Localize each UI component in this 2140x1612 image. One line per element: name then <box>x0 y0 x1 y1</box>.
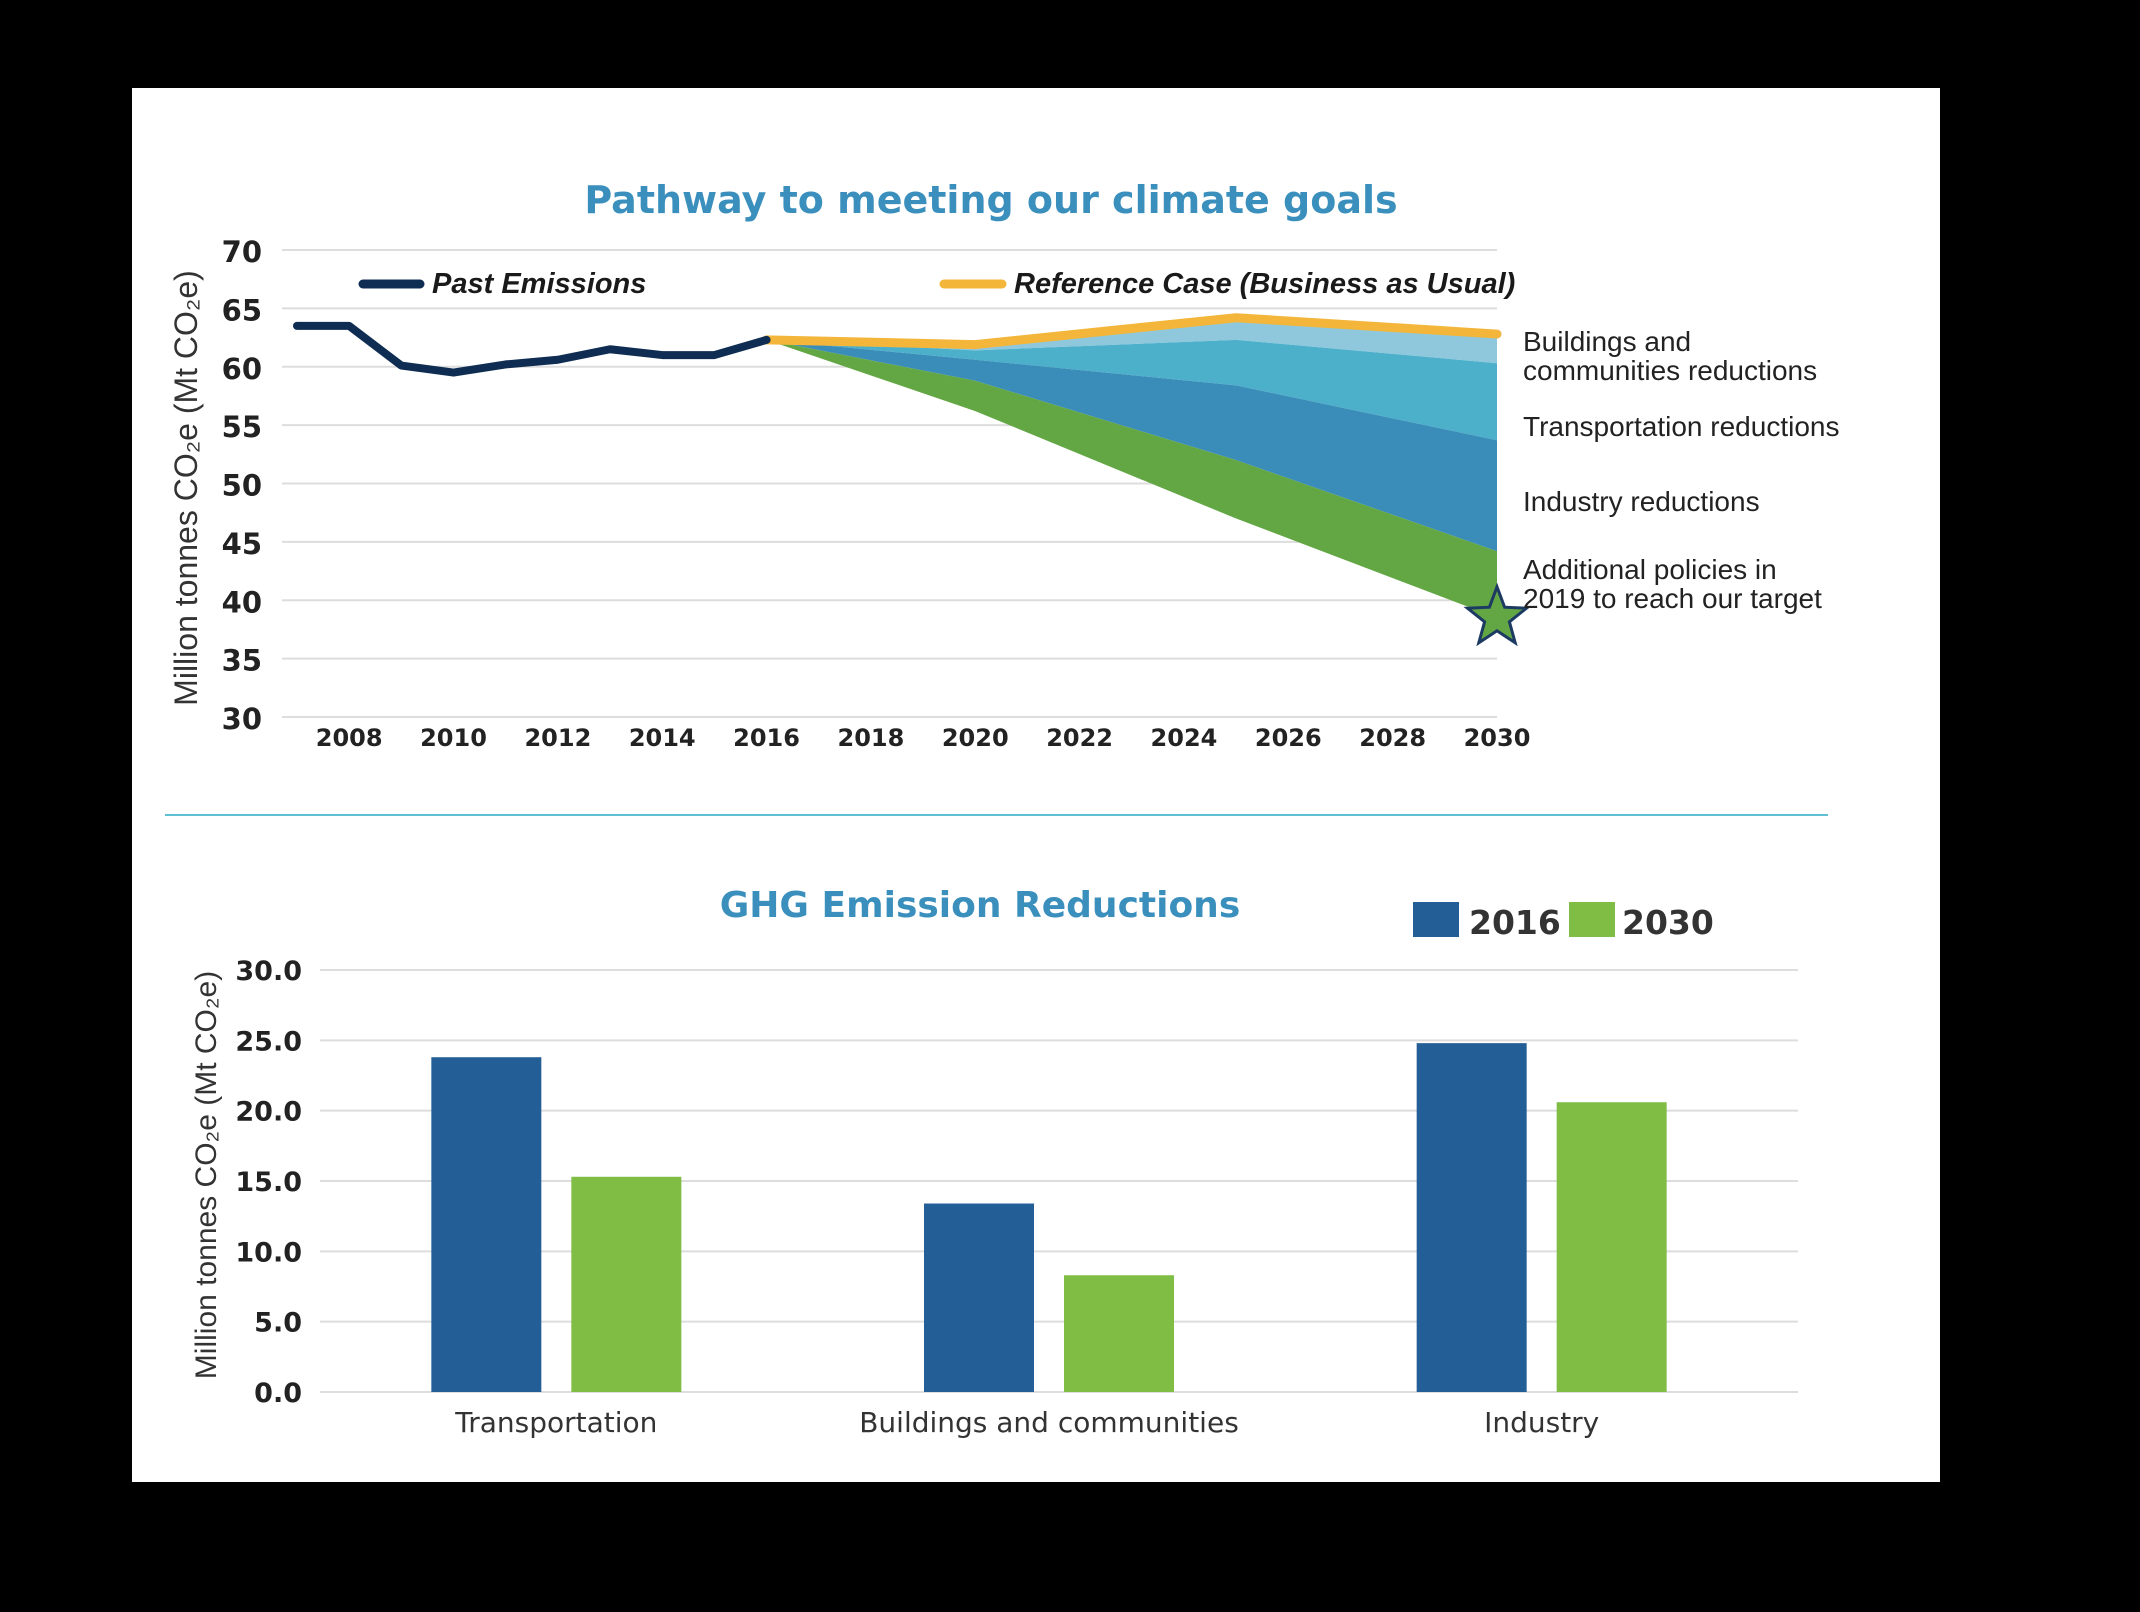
ghg-category-label: Transportation <box>454 1406 657 1439</box>
reference-case-line <box>762 313 1502 350</box>
band-label-additional: Additional policies in 2019 to reach our… <box>1523 554 1822 614</box>
pathway-x-tick-label: 2026 <box>1255 724 1322 752</box>
pathway-y-tick-label: 30 <box>222 702 262 736</box>
pathway-x-tick-label: 2016 <box>733 724 800 752</box>
reduction-bands <box>766 317 1497 618</box>
pathway-x-tick-label: 2030 <box>1464 724 1531 752</box>
pathway-y-tick-labels: 30 35 40 45 50 55 60 65 70 <box>222 235 262 736</box>
ghg-category-label: Industry <box>1484 1406 1599 1439</box>
pathway-x-tick-label: 2008 <box>316 724 383 752</box>
pathway-chart: Pathway to meeting our climate goals 303… <box>168 178 1839 752</box>
pathway-y-tick-label: 35 <box>222 644 262 678</box>
bar-2030-buildings-and-communities <box>1064 1275 1174 1392</box>
ghg-gridlines <box>320 969 1798 1393</box>
ghg-y-tick-label: 0.0 <box>254 1378 302 1409</box>
pathway-x-tick-label: 2010 <box>420 724 487 752</box>
pathway-x-tick-label: 2022 <box>1046 724 1113 752</box>
ghg-y-tick-label: 15.0 <box>235 1167 302 1198</box>
legend-label-2030: 2030 <box>1622 903 1714 942</box>
band-industry-reductions <box>766 339 1497 552</box>
legend-label-past-emissions: Past Emissions <box>432 268 646 300</box>
band-label-transportation: Transportation reductions <box>1523 411 1839 442</box>
bar-2030-industry <box>1556 1102 1667 1392</box>
pathway-y-tick-label: 50 <box>222 469 262 503</box>
legend-swatch-2030 <box>1569 902 1615 937</box>
ghg-y-tick-label: 30.0 <box>235 956 302 987</box>
pathway-x-tick-label: 2028 <box>1359 724 1426 752</box>
pathway-y-tick-label: 65 <box>222 293 262 327</box>
pathway-x-tick-label: 2024 <box>1151 724 1218 752</box>
bar-2016-buildings-and-communities <box>924 1203 1034 1392</box>
ghg-category-label: Buildings and communities <box>859 1406 1239 1439</box>
pathway-legend: Past Emissions Reference Case (Business … <box>358 268 1515 300</box>
ghg-y-tick-label: 5.0 <box>254 1308 302 1339</box>
ghg-bar-chart: GHG Emission Reductions 0.0 5.0 10.0 15.0 20… <box>190 885 1798 1439</box>
ghg-chart-title: GHG Emission Reductions <box>720 885 1241 926</box>
pathway-y-axis-label: Million tonnes CO₂e (Mt CO₂e) <box>168 270 204 706</box>
pathway-y-tick-label: 55 <box>222 410 262 444</box>
legend-label-2016: 2016 <box>1469 903 1561 942</box>
legend-swatch-2016 <box>1413 902 1459 937</box>
ghg-y-tick-label: 10.0 <box>235 1237 302 1268</box>
pathway-y-tick-label: 45 <box>222 527 262 561</box>
legend-label-reference-case: Reference Case (Business as Usual) <box>1014 268 1515 300</box>
band-label-buildings: Buildings and communities reductions <box>1523 326 1817 386</box>
ghg-y-tick-labels: 0.0 5.0 10.0 15.0 20.0 25.0 30.0 <box>235 956 302 1409</box>
band-transportation-reductions <box>766 339 1497 441</box>
pathway-y-tick-label: 40 <box>222 585 262 619</box>
ghg-y-tick-label: 20.0 <box>235 1097 302 1128</box>
pathway-x-tick-label: 2018 <box>838 724 905 752</box>
ghg-y-tick-label: 25.0 <box>235 1026 302 1057</box>
bar-2016-transportation <box>431 1057 542 1392</box>
past-emissions-line <box>293 321 771 377</box>
band-additional-policies <box>766 339 1497 618</box>
ghg-category-labels: Transportation Buildings and communities I… <box>454 1406 1599 1439</box>
pathway-y-tick-label: 60 <box>222 352 262 386</box>
pathway-x-tick-label: 2014 <box>629 724 696 752</box>
pathway-x-tick-label: 2012 <box>524 724 591 752</box>
ghg-y-axis-label: Million tonnes CO₂e (Mt CO₂e) <box>190 971 223 1379</box>
pathway-chart-title: Pathway to meeting our climate goals <box>584 178 1397 222</box>
band-buildings-reductions <box>766 317 1497 364</box>
ghg-legend: 2016 2030 <box>1413 902 1714 942</box>
band-label-industry: Industry reductions <box>1523 486 1760 517</box>
target-star-marker <box>1463 582 1531 647</box>
bar-2030-transportation <box>571 1176 682 1392</box>
pathway-x-tick-label: 2020 <box>942 724 1009 752</box>
pathway-y-tick-label: 70 <box>222 235 262 269</box>
bar-2016-industry <box>1416 1043 1527 1392</box>
pathway-x-tick-labels: 2008 2010 2012 2014 2016 2018 2020 2022 2024 2026… <box>316 724 1531 752</box>
ghg-bars <box>431 1043 1667 1392</box>
reduction-band-labels: Buildings and communities reductions Tra… <box>1523 326 1839 614</box>
